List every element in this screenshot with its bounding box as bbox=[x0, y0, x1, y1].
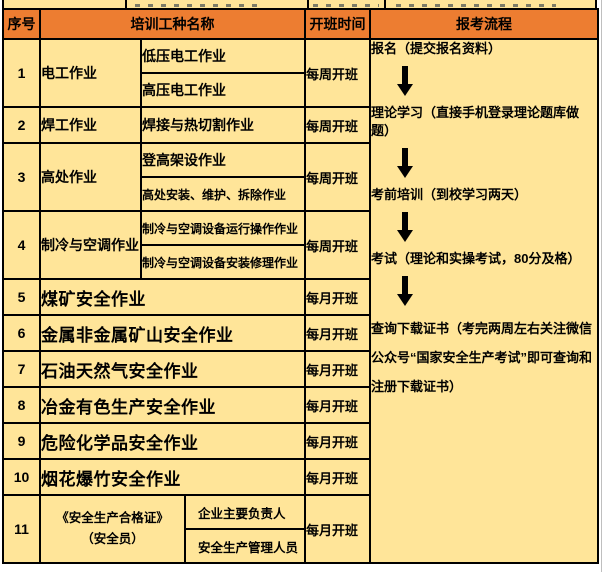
row-number-cell: 6 bbox=[2, 314, 41, 352]
header-time: 开班时间 bbox=[304, 8, 372, 40]
time-cell: 每周开班 bbox=[304, 210, 372, 280]
down-arrow-icon bbox=[397, 148, 414, 178]
subtype-cell: 登高架设作业 bbox=[139, 142, 307, 178]
time-cell: 每月开班 bbox=[304, 386, 372, 424]
category-cell: 危险化学品安全作业 bbox=[38, 422, 307, 460]
header-name: 培训工种名称 bbox=[38, 8, 307, 40]
row-number-cell: 4 bbox=[2, 210, 41, 280]
table-header-row: 序号 培训工种名称 开班时间 报考流程 bbox=[2, 8, 600, 40]
clipped-text-fragment bbox=[396, 4, 556, 7]
clipped-text-fragment bbox=[135, 4, 265, 7]
subtype-cell: 企业主要负责人 bbox=[183, 494, 307, 530]
row-number-cell: 10 bbox=[2, 458, 41, 496]
time-cell: 每月开班 bbox=[304, 494, 372, 564]
header-process: 报考流程 bbox=[369, 8, 600, 40]
row-number-cell: 11 bbox=[2, 494, 41, 564]
subtype-cell: 制冷与空调设备运行操作作业 bbox=[139, 210, 307, 246]
table-row: 6 金属非金属矿山安全作业 每月开班 bbox=[2, 314, 598, 352]
table-row: 8 冶金有色生产安全作业 每月开班 bbox=[2, 386, 598, 424]
category-cell: 高处作业 bbox=[39, 142, 142, 212]
table-row: 高处安装、维护、拆除作业 bbox=[3, 176, 598, 212]
down-arrow-icon bbox=[397, 276, 414, 306]
table-row: 高压电工作业 bbox=[3, 72, 598, 108]
table-body: 1 电工作业 低压电工作业 每周开班 报名（提交报名资料） 理论学习（直接手机登录理论题库… bbox=[2, 38, 600, 564]
subtype-cell: 安全生产管理人员 bbox=[183, 528, 307, 564]
time-cell: 每周开班 bbox=[304, 142, 372, 212]
row-number-cell: 7 bbox=[2, 350, 41, 388]
process-step: 报名（提交报名资料） bbox=[371, 41, 502, 56]
category-cell: 煤矿安全作业 bbox=[38, 278, 307, 316]
process-cell: 报名（提交报名资料） 理论学习（直接手机登录理论题库做题） 考前培训（到校学习两天）… bbox=[369, 38, 600, 564]
table-row: 1 电工作业 低压电工作业 每周开班 报名（提交报名资料） 理论学习（直接手机登录理论题库… bbox=[2, 38, 600, 564]
process-step: 理论学习（直接手机登录理论题库做题） bbox=[371, 105, 580, 138]
time-cell: 每月开班 bbox=[304, 422, 372, 460]
down-arrow-icon bbox=[397, 66, 414, 96]
clipped-text-fragment bbox=[313, 4, 379, 7]
time-cell: 每周开班 bbox=[304, 38, 372, 108]
table-row: 5 煤矿安全作业 每月开班 bbox=[2, 278, 598, 316]
table-row: 7 石油天然气安全作业 每月开班 bbox=[2, 350, 598, 388]
clipped-cell bbox=[307, 0, 384, 8]
table-row: 10 烟花爆竹安全作业 每月开班 bbox=[2, 458, 598, 496]
clipped-cell bbox=[4, 0, 125, 8]
table-row: 安全生产管理人员 bbox=[3, 528, 598, 564]
row-number-cell: 1 bbox=[2, 38, 41, 108]
row-number-cell: 5 bbox=[2, 278, 41, 316]
process-step: 考试（理论和实操考试，80分及格） bbox=[371, 251, 581, 266]
table-row: 制冷与空调设备安装修理作业 bbox=[3, 244, 598, 280]
category-cell: 电工作业 bbox=[39, 38, 142, 108]
clipped-cell bbox=[125, 0, 307, 8]
row-number-cell: 9 bbox=[2, 422, 41, 460]
subtype-cell: 高处安装、维护、拆除作业 bbox=[139, 176, 307, 212]
process-step: 查询下载证书（考完两周左右关注微信公众号“国家安全生产考试”即可查询和注册下载证… bbox=[371, 321, 593, 394]
category-cell: 《安全生产合格证》 （安全员） bbox=[39, 494, 186, 564]
time-cell: 每月开班 bbox=[304, 350, 372, 388]
subtype-cell: 低压电工作业 bbox=[139, 38, 307, 74]
clipped-cell bbox=[384, 0, 595, 8]
clipped-row-above bbox=[2, 0, 597, 8]
category-cell: 制冷与空调作业 bbox=[39, 210, 142, 280]
category-cell: 焊工作业 bbox=[39, 106, 142, 144]
down-arrow-icon bbox=[397, 212, 414, 242]
subtype-cell: 焊接与热切割作业 bbox=[139, 106, 307, 144]
table-row: 2 焊工作业 焊接与热切割作业 每周开班 bbox=[2, 106, 598, 144]
row-number-cell: 2 bbox=[2, 106, 41, 144]
subtype-cell: 制冷与空调设备安装修理作业 bbox=[139, 244, 307, 280]
header-no: 序号 bbox=[2, 8, 41, 40]
time-cell: 每月开班 bbox=[304, 458, 372, 496]
category-cell: 烟花爆竹安全作业 bbox=[38, 458, 307, 496]
table-row: 9 危险化学品安全作业 每月开班 bbox=[2, 422, 598, 460]
category-cell: 冶金有色生产安全作业 bbox=[38, 386, 307, 424]
time-cell: 每周开班 bbox=[304, 106, 372, 144]
time-cell: 每月开班 bbox=[304, 278, 372, 316]
subtype-cell: 高压电工作业 bbox=[139, 72, 307, 108]
table-row: 4 制冷与空调作业 制冷与空调设备运行操作作业 每周开班 bbox=[2, 210, 598, 280]
category-cell: 金属非金属矿山安全作业 bbox=[38, 314, 307, 352]
time-cell: 每月开班 bbox=[304, 314, 372, 352]
table-row: 3 高处作业 登高架设作业 每周开班 bbox=[2, 142, 598, 212]
row-number-cell: 8 bbox=[2, 386, 41, 424]
category-cell: 石油天然气安全作业 bbox=[38, 350, 307, 388]
row-number-cell: 3 bbox=[2, 142, 41, 212]
training-table: 序号 培训工种名称 开班时间 报考流程 1 电工作业 低压电工作业 每周开班 报名（提交… bbox=[2, 8, 600, 564]
process-step: 考前培训（到校学习两天） bbox=[371, 187, 528, 202]
table-row: 11 《安全生产合格证》 （安全员） 企业主要负责人 每月开班 bbox=[2, 494, 598, 564]
